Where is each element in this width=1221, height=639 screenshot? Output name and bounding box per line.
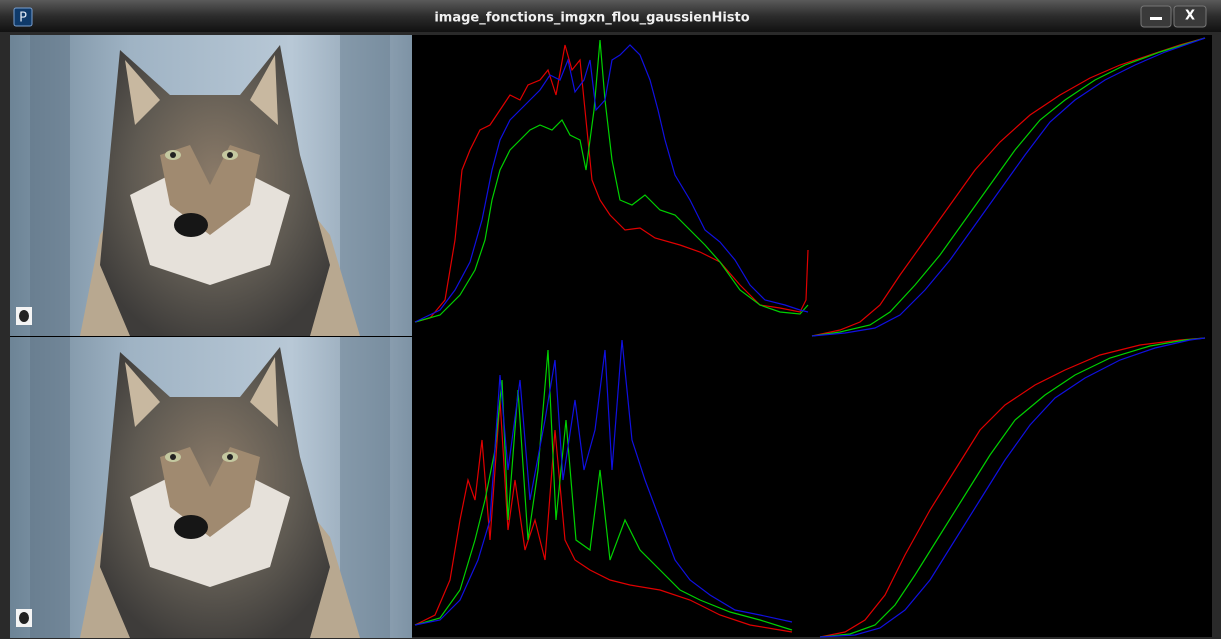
processed-image [10, 337, 412, 638]
window-title: image_fonctions_imgxn_flou_gaussienHisto [434, 11, 749, 26]
close-label: X [1185, 9, 1195, 24]
app-window: P image_fonctions_imgxn_flou_gaussienHis… [0, 0, 1221, 639]
app-icon-label: P [19, 11, 27, 26]
original-image [10, 35, 412, 336]
minimize-button[interactable] [1141, 6, 1171, 27]
minimize-icon [1150, 17, 1162, 20]
